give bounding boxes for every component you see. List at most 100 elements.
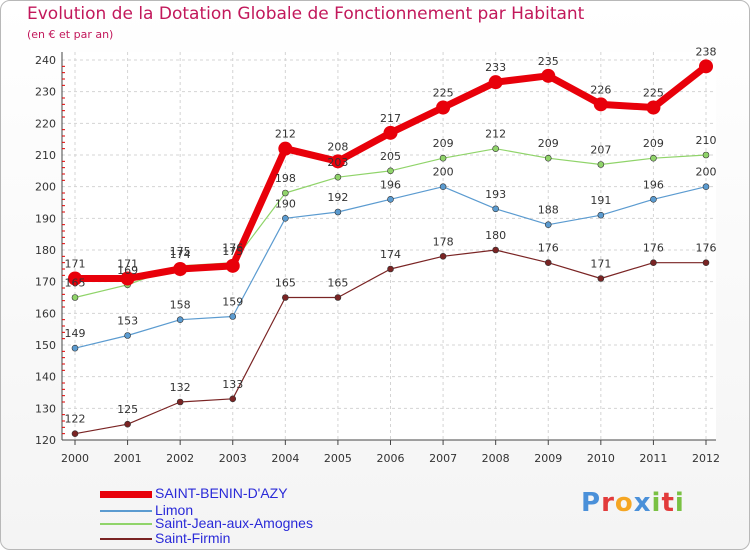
y-tick-label: 240: [35, 54, 56, 67]
legend-swatch: [100, 491, 152, 498]
data-point: [124, 332, 131, 339]
data-point: [488, 75, 503, 90]
data-label: 174: [380, 248, 401, 261]
data-point: [650, 259, 657, 266]
y-tick-label: 200: [35, 181, 56, 194]
data-point: [646, 100, 661, 115]
data-point: [544, 259, 552, 266]
chart-title: Evolution de la Dotation Globale de Fonc…: [27, 4, 585, 24]
data-point: [436, 100, 451, 115]
data-label: 209: [433, 137, 454, 150]
data-point: [650, 196, 657, 203]
data-point: [439, 154, 447, 162]
data-point: [282, 189, 289, 197]
data-label: 208: [327, 140, 348, 153]
data-label: 158: [170, 299, 191, 312]
data-label: 180: [485, 229, 506, 242]
data-point: [71, 344, 79, 352]
x-tick-label: 2010: [587, 452, 615, 465]
data-label: 176: [696, 242, 717, 255]
data-point: [541, 68, 556, 83]
data-point: [544, 221, 552, 228]
data-point: [334, 294, 342, 301]
data-label: 176: [538, 242, 559, 255]
data-label: 203: [327, 156, 348, 169]
data-label: 175: [170, 245, 191, 258]
data-label: 225: [643, 87, 664, 100]
legend-label: SAINT-BENIN-D'AZY: [155, 485, 288, 501]
legend-label: Saint-Jean-aux-Amognes: [155, 515, 313, 531]
data-label: 175: [222, 245, 243, 258]
data-label: 190: [275, 197, 296, 210]
data-point: [176, 398, 184, 406]
data-label: 212: [485, 128, 506, 141]
data-point: [387, 167, 394, 175]
data-label: 132: [170, 381, 191, 394]
data-point: [699, 59, 713, 74]
data-point: [278, 141, 293, 156]
y-tick-label: 140: [35, 371, 56, 384]
data-label: 226: [590, 83, 611, 96]
data-label: 200: [696, 166, 717, 179]
x-tick-label: 2001: [114, 452, 142, 465]
x-tick-label: 2012: [692, 452, 720, 465]
data-point: [124, 420, 131, 428]
data-point: [492, 205, 499, 213]
data-label: 165: [275, 277, 296, 290]
data-point: [68, 271, 82, 286]
x-tick-label: 2007: [429, 452, 457, 465]
data-point: [492, 246, 499, 254]
data-point: [71, 430, 79, 437]
data-point: [439, 253, 447, 260]
data-label: 176: [222, 242, 243, 255]
data-point: [544, 154, 552, 162]
logo-letter: r: [601, 488, 615, 518]
data-point: [282, 294, 289, 301]
y-tick-label: 210: [35, 149, 56, 162]
data-label: 169: [117, 264, 138, 277]
x-tick-label: 2005: [324, 452, 352, 465]
data-label: 171: [65, 258, 86, 271]
data-label: 196: [643, 178, 664, 191]
plot-area: [62, 52, 716, 440]
data-label: 149: [65, 327, 86, 340]
data-label: 196: [380, 178, 401, 191]
x-tick-label: 2002: [166, 452, 194, 465]
data-point: [229, 313, 237, 320]
data-label: 122: [65, 413, 86, 426]
data-point: [71, 294, 79, 301]
data-label: 178: [433, 235, 454, 248]
data-point: [334, 173, 342, 181]
y-tick-label: 170: [35, 276, 56, 289]
data-point: [330, 154, 345, 169]
legend-label: Limon: [155, 502, 194, 518]
y-tick-label: 160: [35, 307, 56, 320]
data-point: [439, 183, 447, 190]
data-label: 192: [327, 191, 348, 204]
data-point: [492, 145, 499, 152]
data-label: 212: [275, 128, 296, 141]
data-label: 235: [538, 55, 559, 68]
data-point: [597, 275, 605, 282]
data-label: 125: [117, 403, 138, 416]
data-point: [225, 258, 240, 273]
data-point: [282, 215, 289, 222]
data-label: 193: [485, 188, 506, 201]
data-label: 209: [643, 137, 664, 150]
data-point: [593, 97, 608, 112]
legend-swatch: [100, 523, 152, 525]
data-label: 200: [433, 166, 454, 179]
x-tick-label: 2011: [639, 452, 667, 465]
x-tick-label: 2008: [482, 452, 510, 465]
data-label: 238: [696, 45, 717, 58]
data-label: 205: [380, 150, 401, 163]
data-label: 176: [643, 242, 664, 255]
data-point: [597, 211, 605, 219]
data-point: [702, 151, 710, 159]
y-tick-label: 150: [35, 339, 56, 352]
data-label: 210: [696, 134, 717, 147]
data-label: 207: [590, 144, 611, 157]
legend-swatch: [100, 538, 152, 540]
legend-label: Saint-Firmin: [155, 530, 231, 546]
data-label: 174: [170, 248, 191, 261]
